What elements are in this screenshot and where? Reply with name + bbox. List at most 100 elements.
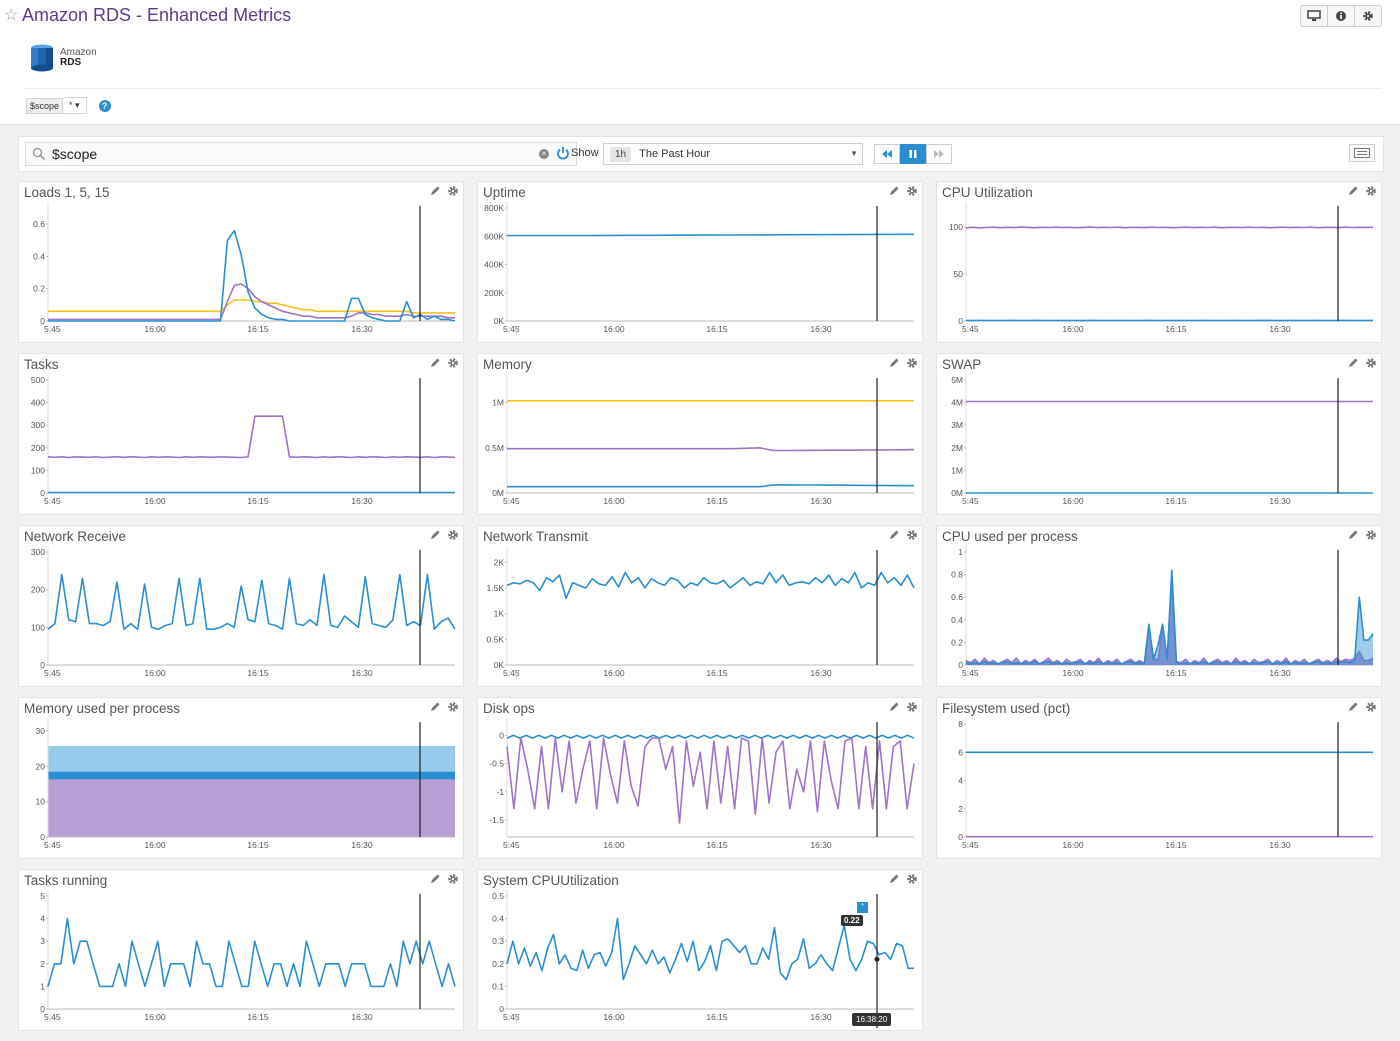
- settings-button[interactable]: [1355, 6, 1381, 26]
- pencil-icon[interactable]: [1347, 185, 1359, 197]
- gear-icon[interactable]: [447, 529, 459, 541]
- graph-panel-memory[interactable]: Memory 0M 0.5M 1M 5:45 16:00 16:15 16:30: [477, 353, 923, 515]
- graph-actions: [429, 357, 459, 369]
- graph-panel-nettx[interactable]: Network Transmit 0K 0.5K 1K 1.5K 2K 5:45 16:00 1…: [477, 525, 923, 687]
- x-tick-label: 16:15: [706, 840, 728, 850]
- forward-button[interactable]: [926, 144, 952, 164]
- graph-canvas[interactable]: 0M 1M 2M 3M 4M 5M 5:45 16:00 16:15 16:30: [937, 354, 1381, 514]
- x-tick-label: 16:00: [603, 1012, 625, 1022]
- pause-button[interactable]: [900, 144, 926, 164]
- gear-icon[interactable]: [447, 701, 459, 713]
- graph-canvas[interactable]: 0 100 200 300 5:45 16:00 16:15 16:30: [19, 526, 463, 686]
- graph-panel-netrx[interactable]: Network Receive 0 100 200 300 5:45 16:00 16:15 1…: [18, 525, 464, 687]
- search-input[interactable]: [50, 145, 514, 163]
- pencil-icon[interactable]: [1347, 529, 1359, 541]
- x-tick-label: 16:30: [1269, 324, 1291, 334]
- timeframe-label: The Past Hour: [639, 148, 711, 160]
- y-tick-label: 0M: [951, 488, 963, 498]
- timeframe-select[interactable]: 1h The Past Hour ▼: [603, 143, 863, 165]
- y-tick-label: 0: [499, 1004, 504, 1014]
- gear-icon[interactable]: [447, 357, 459, 369]
- pencil-icon[interactable]: [1347, 357, 1359, 369]
- pencil-icon[interactable]: [429, 701, 441, 713]
- series-line-0: [506, 734, 915, 739]
- gear-icon[interactable]: [906, 873, 918, 885]
- graph-panel-diskops[interactable]: Disk ops -1.5 -1 -0.5 0 5:45 16:00 16:15 16:30: [477, 697, 923, 859]
- graph-title: SWAP: [942, 357, 982, 372]
- graph-panel-fsused[interactable]: Filesystem used (pct) 0 2 4 6 8 5:45 16:00 16:15…: [936, 697, 1382, 859]
- pencil-icon[interactable]: [1347, 701, 1359, 713]
- gear-icon[interactable]: [906, 357, 918, 369]
- pencil-icon[interactable]: [888, 357, 900, 369]
- y-tick-label: 400: [31, 398, 45, 408]
- gear-icon[interactable]: [447, 185, 459, 197]
- pencil-icon[interactable]: [429, 873, 441, 885]
- graph-panel-tasksrun[interactable]: Tasks running 0 1 2 3 4 5 5:45 16:00 16:15 16:30: [18, 869, 464, 1031]
- rewind-button[interactable]: [874, 144, 900, 164]
- y-tick-label: 0.6: [33, 219, 45, 229]
- graph-canvas[interactable]: -1.5 -1 -0.5 0 5:45 16:00 16:15 16:30: [478, 698, 922, 858]
- info-button[interactable]: [1328, 6, 1355, 26]
- y-tick-label: 4: [958, 776, 963, 786]
- pencil-icon[interactable]: [429, 185, 441, 197]
- graph-panel-cpuproc[interactable]: CPU used per process 0 0.2 0.4 0.6 0.8 1 5:45 16…: [936, 525, 1382, 687]
- template-variable-value[interactable]: * ▾: [63, 97, 87, 114]
- gear-icon[interactable]: [1365, 185, 1377, 197]
- tv-mode-button[interactable]: [1301, 6, 1328, 26]
- x-tick-label: 5:45: [44, 496, 61, 506]
- graph-panel-swap[interactable]: SWAP 0M 1M 2M 3M 4M 5M 5:45 16:00 16:15 16:30: [936, 353, 1382, 515]
- graph-panel-uptime[interactable]: Uptime 0K 200K 400K 600K 800K 5:45 16:00 16:15 16…: [477, 181, 923, 343]
- pencil-icon[interactable]: [888, 701, 900, 713]
- help-icon[interactable]: ?: [98, 99, 111, 112]
- y-tick-label: 1: [40, 981, 45, 991]
- gear-icon[interactable]: [906, 185, 918, 197]
- graph-actions: [888, 873, 918, 885]
- graph-canvas[interactable]: 0 0.2 0.4 0.6 0.8 1 5:45 16:00 16:15 16:30: [937, 526, 1381, 686]
- graph-canvas[interactable]: 0K 200K 400K 600K 800K 5:45 16:00 16:15 16:30: [478, 182, 922, 342]
- graph-panel-cpu[interactable]: CPU Utilization 0 50 100 5:45 16:00 16:15 16:30: [936, 181, 1382, 343]
- y-tick-label: 2: [958, 804, 963, 814]
- graph-canvas[interactable]: 0 0.2 0.4 0.6 5:45 16:00 16:15 16:30: [19, 182, 463, 342]
- pencil-icon[interactable]: [888, 529, 900, 541]
- clear-icon[interactable]: ×: [539, 149, 549, 159]
- graph-title: CPU used per process: [942, 529, 1078, 544]
- graph-canvas[interactable]: 0 10 20 30 5:45 16:00 16:15 16:30: [19, 698, 463, 858]
- graph-canvas[interactable]: 0K 0.5K 1K 1.5K 2K 5:45 16:00 16:15 16:30: [478, 526, 922, 686]
- x-tick-label: 16:15: [1165, 496, 1187, 506]
- graph-canvas[interactable]: 0 0.1 0.2 0.3 0.4 0.5 5:45 16:00 16:15 16:30: [478, 870, 922, 1030]
- y-tick-label: 500: [31, 375, 45, 385]
- graph-canvas[interactable]: 0 100 200 300 400 500 5:45 16:00 16:15 16:30: [19, 354, 463, 514]
- graph-canvas[interactable]: 0 2 4 6 8 5:45 16:00 16:15 16:30: [937, 698, 1381, 858]
- x-tick-label: 16:30: [810, 496, 832, 506]
- y-tick-label: 0: [958, 316, 963, 326]
- series-line-1: [965, 569, 1374, 665]
- gear-icon[interactable]: [1365, 701, 1377, 713]
- graph-title: Filesystem used (pct): [942, 701, 1071, 716]
- gear-icon[interactable]: [1365, 529, 1377, 541]
- series-line-0: [47, 917, 456, 988]
- graph-canvas[interactable]: 0 1 2 3 4 5 5:45 16:00 16:15 16:30: [19, 870, 463, 1030]
- pencil-icon[interactable]: [429, 529, 441, 541]
- template-variable-scope[interactable]: $scope * ▾ ?: [26, 97, 111, 114]
- gear-icon[interactable]: [906, 529, 918, 541]
- y-tick-label: 2K: [494, 557, 505, 567]
- pencil-icon[interactable]: [429, 357, 441, 369]
- graph-canvas[interactable]: 0 50 100 5:45 16:00 16:15 16:30: [937, 182, 1381, 342]
- star-icon[interactable]: ☆: [4, 7, 19, 24]
- power-icon[interactable]: [556, 146, 570, 160]
- graph-panel-tasks[interactable]: Tasks 0 100 200 300 400 500 5:45 16:00 16:15 16:30: [18, 353, 464, 515]
- gear-icon[interactable]: [447, 873, 459, 885]
- y-tick-label: 3: [40, 936, 45, 946]
- graph-canvas[interactable]: 0M 0.5M 1M 5:45 16:00 16:15 16:30: [478, 354, 922, 514]
- gear-icon[interactable]: [1365, 357, 1377, 369]
- x-tick-label: 16:30: [351, 496, 373, 506]
- keyboard-shortcuts-button[interactable]: [1349, 144, 1375, 162]
- pencil-icon[interactable]: [888, 873, 900, 885]
- graph-panel-memproc[interactable]: Memory used per process 0 10 20 30 5:45 16:00 1…: [18, 697, 464, 859]
- pencil-icon[interactable]: [888, 185, 900, 197]
- gear-icon[interactable]: [906, 701, 918, 713]
- y-tick-label: 0.4: [33, 251, 45, 261]
- y-tick-label: 5: [40, 891, 45, 901]
- graph-panel-loads[interactable]: Loads 1, 5, 15 0 0.2 0.4 0.6 5:45 16:00 16:15 16…: [18, 181, 464, 343]
- graph-panel-syscpu[interactable]: System CPUUtilization 0 0.1 0.2 0.3 0.4 0.5 5:4…: [477, 869, 923, 1031]
